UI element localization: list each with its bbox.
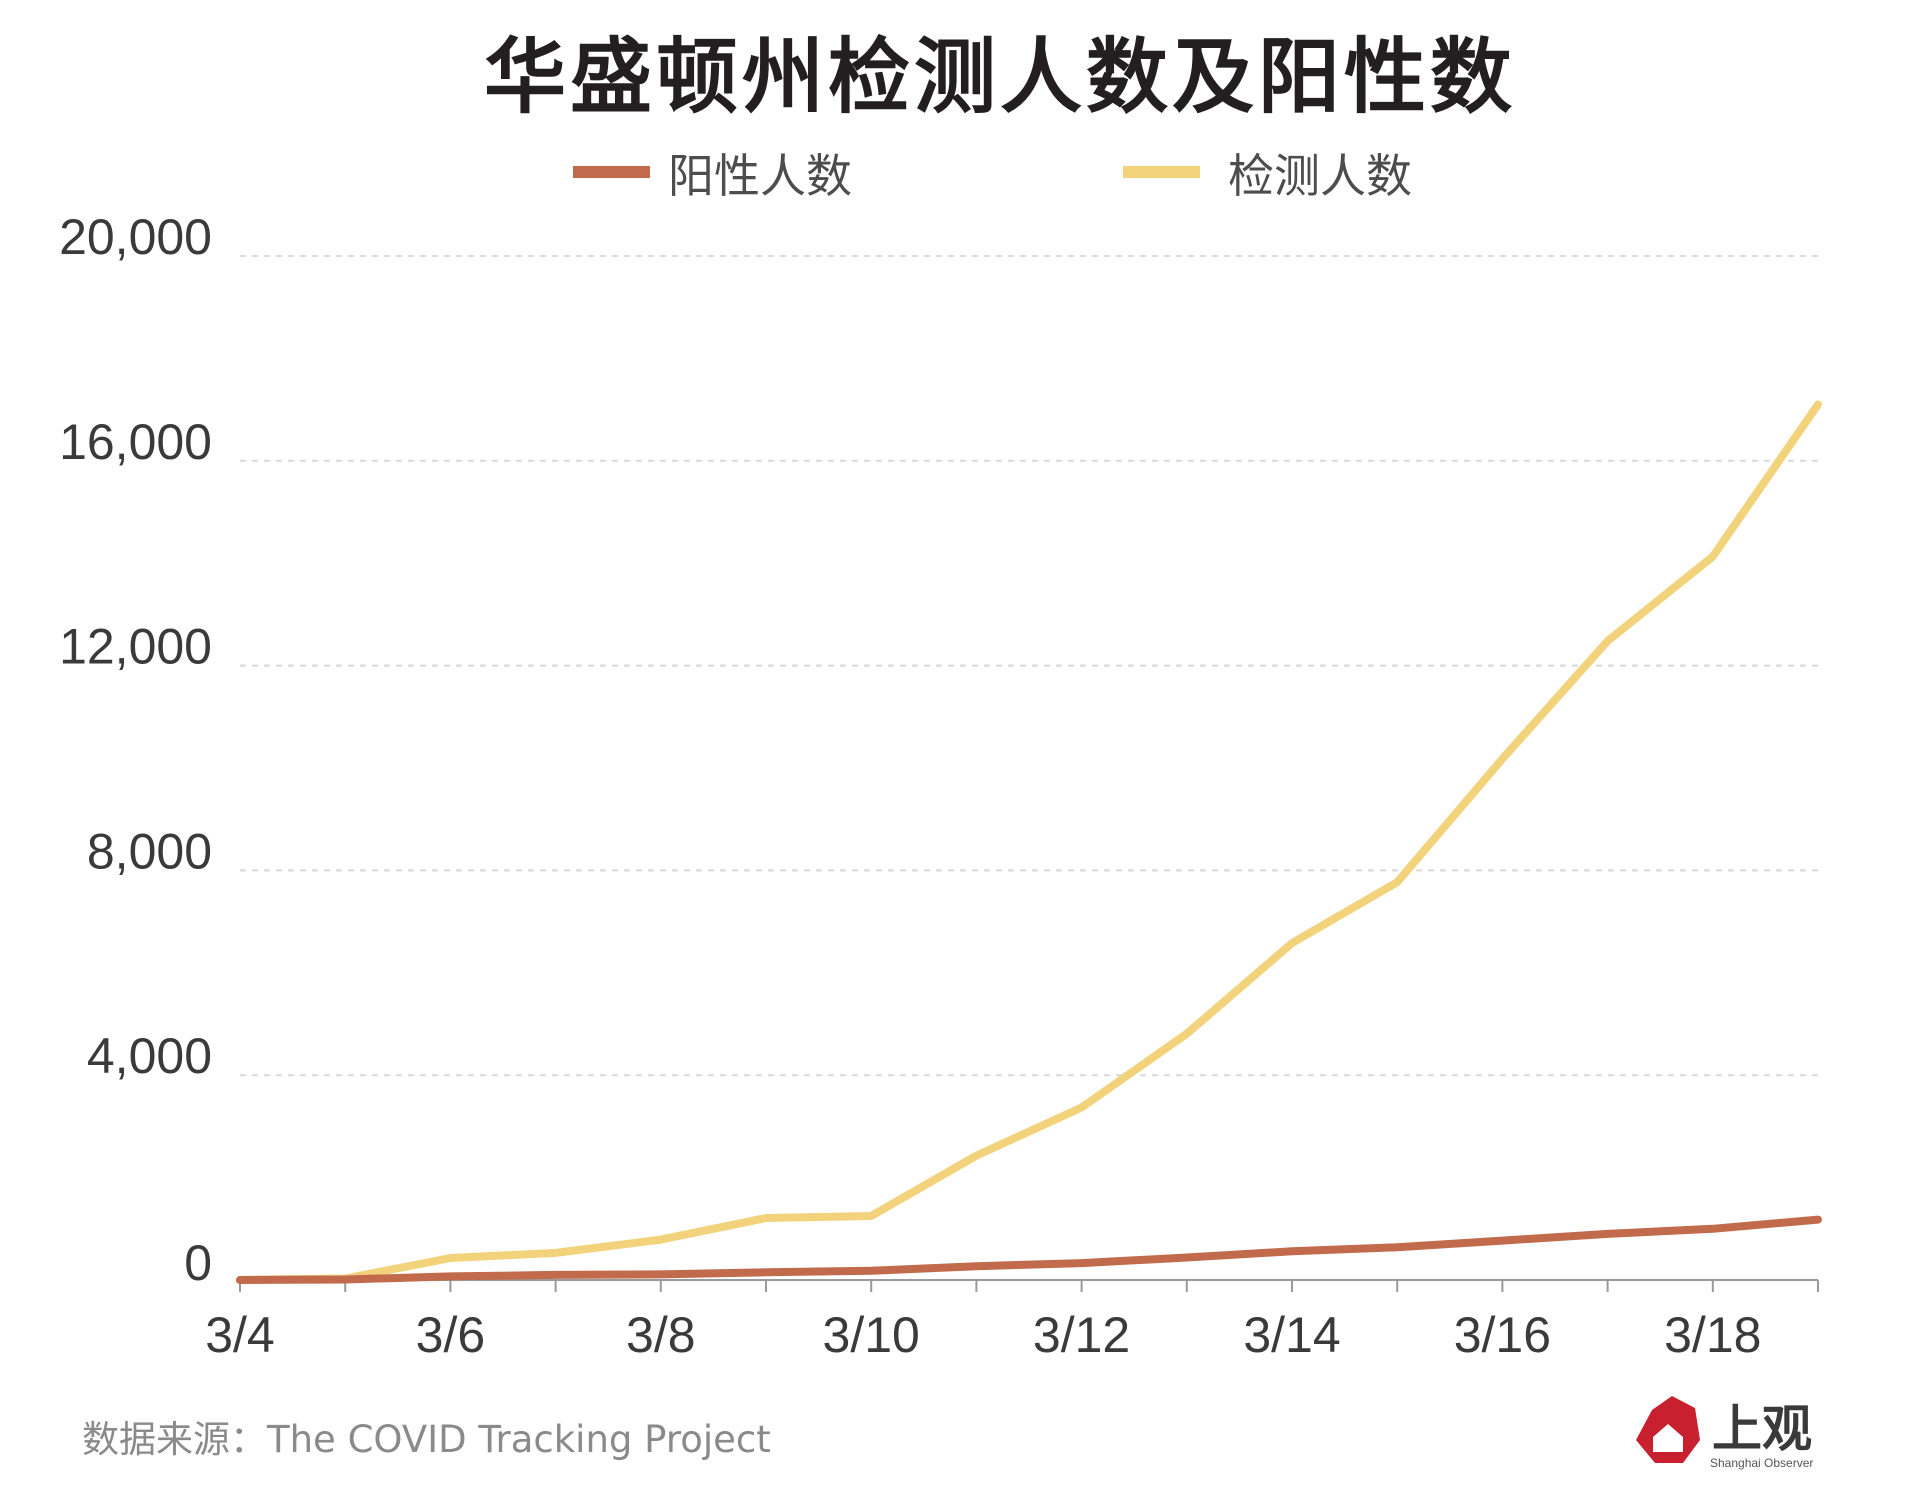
- x-tick-label: 3/10: [823, 1307, 920, 1363]
- legend-label-tested: 检测人数: [1228, 149, 1412, 203]
- series-layer: [236, 400, 1822, 1284]
- series-line-tested: [236, 400, 1822, 1284]
- y-tick-label: 8,000: [87, 823, 212, 879]
- brand-logo-subtitle: Shanghai Observer: [1710, 1456, 1813, 1470]
- brand-logo: 上观 Shanghai Observer: [1636, 1396, 1813, 1470]
- x-tick-label: 3/8: [626, 1307, 696, 1363]
- series-line-positive: [236, 1215, 1822, 1284]
- x-axis: 3/4 3/6 3/8 3/10 3/12 3/14 3/16 3/18: [205, 1279, 1819, 1363]
- x-tick-label: 3/14: [1243, 1307, 1340, 1363]
- source-note: 数据来源：The COVID Tracking Project: [82, 1418, 771, 1461]
- y-tick-label: 20,000: [59, 209, 212, 265]
- x-tick-label: 3/16: [1454, 1307, 1551, 1363]
- y-tick-label: 16,000: [59, 414, 212, 470]
- chart-title: 华盛顿州检测人数及阳性数: [484, 30, 1516, 125]
- y-tick-label: 0: [184, 1235, 212, 1291]
- brand-logo-house-icon: [1653, 1424, 1683, 1452]
- x-tick-label: 3/6: [416, 1307, 486, 1363]
- y-tick-label: 4,000: [87, 1028, 212, 1084]
- x-tick-label: 3/18: [1664, 1307, 1761, 1363]
- legend-label-positive: 阳性人数: [668, 149, 852, 203]
- x-tick-label: 3/12: [1033, 1307, 1130, 1363]
- x-tick-label: 3/4: [205, 1307, 275, 1363]
- y-tick-label: 12,000: [59, 619, 212, 675]
- y-axis: 0 4,000 8,000 12,000 16,000 20,000: [59, 209, 212, 1291]
- legend: 阳性人数 检测人数: [573, 149, 1412, 203]
- brand-logo-name: 上观: [1712, 1399, 1812, 1458]
